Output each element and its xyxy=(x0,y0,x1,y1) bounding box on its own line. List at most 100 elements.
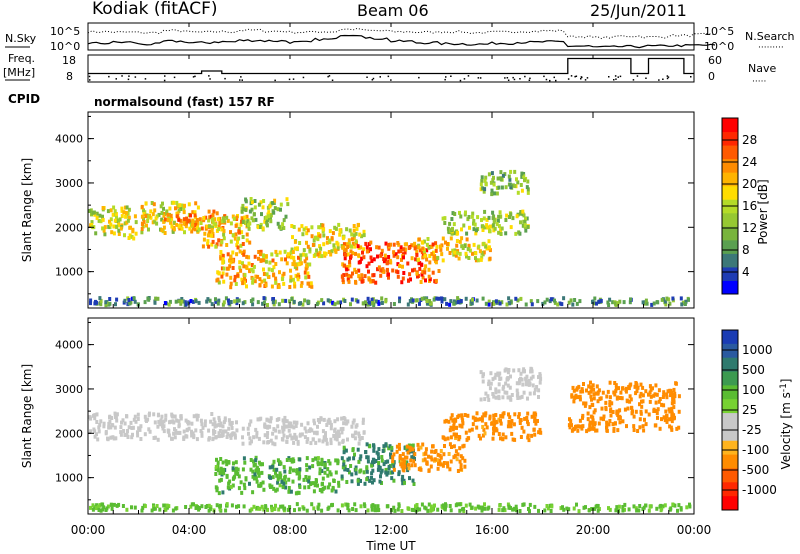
heat-cell xyxy=(208,229,212,234)
heat-cell xyxy=(327,238,331,243)
heat-cell xyxy=(332,243,336,248)
heat-cell xyxy=(254,468,258,473)
heat-cell xyxy=(329,441,333,446)
heat-cell xyxy=(250,267,254,272)
heat-cell xyxy=(97,425,101,430)
heat-cell xyxy=(507,174,511,179)
heat-cell xyxy=(467,215,471,219)
heat-cell xyxy=(509,424,513,429)
heat-cell xyxy=(207,436,211,441)
heat-cell xyxy=(226,432,230,437)
heat-cell xyxy=(484,175,488,180)
heat-cell xyxy=(310,428,314,433)
heat-cell xyxy=(387,446,391,451)
heat-cell xyxy=(517,412,521,417)
heat-cell xyxy=(129,225,132,230)
heat-cell xyxy=(170,224,174,229)
heat-cell xyxy=(300,281,304,286)
heat-cell xyxy=(403,465,407,470)
heat-cell xyxy=(677,425,681,430)
heat-cell xyxy=(231,214,235,219)
heat-cell xyxy=(411,268,414,273)
heat-cell xyxy=(349,249,353,254)
heat-cell xyxy=(490,421,494,426)
heat-cell xyxy=(291,250,295,254)
heat-cell xyxy=(636,385,640,390)
heat-cell xyxy=(476,504,480,509)
heat-cell xyxy=(139,437,143,441)
heat-cell xyxy=(500,300,504,305)
heat-cell xyxy=(232,216,236,221)
heat-cell xyxy=(274,488,278,493)
heat-cell xyxy=(412,454,416,459)
heat-cell xyxy=(439,449,443,453)
heat-cell xyxy=(263,278,267,283)
heat-cell xyxy=(506,383,510,388)
nave-point xyxy=(467,75,470,77)
heat-cell xyxy=(479,436,482,441)
heat-cell xyxy=(568,417,571,422)
heat-cell xyxy=(229,435,233,440)
heat-cell xyxy=(269,219,273,224)
heat-cell xyxy=(688,504,692,509)
cpid-label: CPID xyxy=(8,92,40,106)
heat-cell xyxy=(330,503,333,508)
heat-cell xyxy=(219,466,223,471)
heat-cell xyxy=(348,263,352,268)
heat-cell xyxy=(225,215,229,220)
heat-cell xyxy=(185,216,189,221)
nave-point xyxy=(288,78,291,81)
heat-cell xyxy=(345,267,349,272)
heat-cell xyxy=(529,369,533,374)
heat-cell xyxy=(161,426,165,431)
heat-cell xyxy=(172,200,176,205)
heat-cell xyxy=(283,474,287,479)
heat-cell xyxy=(252,212,256,217)
heat-cell xyxy=(662,403,666,408)
heat-cell xyxy=(276,477,280,482)
heat-cell xyxy=(449,236,453,241)
heat-cell xyxy=(232,461,235,466)
heat-cell xyxy=(513,169,517,174)
heat-cell xyxy=(170,216,174,221)
heat-cell xyxy=(332,479,336,483)
heat-cell xyxy=(162,206,165,211)
heat-cell xyxy=(379,268,383,273)
heat-cell xyxy=(339,300,343,305)
heat-cell xyxy=(228,258,231,263)
heat-cell xyxy=(418,266,422,271)
heat-cell xyxy=(371,480,374,485)
heat-cell xyxy=(95,412,99,417)
heat-cell xyxy=(463,413,467,417)
heat-cell xyxy=(158,422,162,427)
heat-cell xyxy=(239,243,243,248)
heat-cell xyxy=(356,447,360,452)
heat-cell xyxy=(169,213,173,218)
heat-cell xyxy=(570,428,574,433)
heat-cell xyxy=(451,226,454,231)
heat-cell xyxy=(307,485,311,490)
heat-cell xyxy=(237,298,241,303)
heat-cell xyxy=(631,409,634,414)
heat-cell xyxy=(618,408,622,413)
heat-cell xyxy=(558,301,562,306)
heat-cell xyxy=(93,434,97,439)
noise-lines xyxy=(87,27,716,49)
heat-cell xyxy=(370,507,374,512)
heat-cell xyxy=(436,507,440,512)
heat-cell xyxy=(351,271,354,276)
heat-cell xyxy=(303,426,307,431)
heat-cell xyxy=(433,457,437,462)
heat-cell xyxy=(288,505,292,510)
y-tick-label: 2000 xyxy=(55,427,83,440)
heat-cell xyxy=(379,474,382,479)
heat-cell xyxy=(447,229,451,234)
heat-cell xyxy=(335,431,338,436)
heat-cell xyxy=(516,298,520,303)
heat-cell xyxy=(575,301,579,306)
heat-cell xyxy=(368,444,372,449)
power-colorbar-cell xyxy=(722,280,738,295)
heat-cell xyxy=(158,507,162,512)
heat-cell xyxy=(321,476,325,481)
heat-cell xyxy=(429,301,433,306)
